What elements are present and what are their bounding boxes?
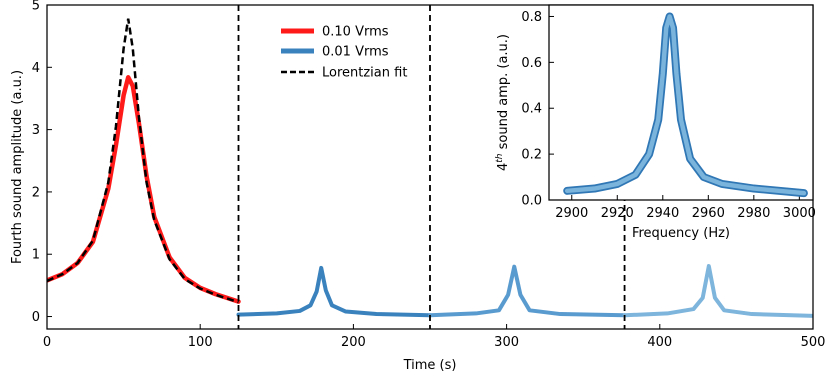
inset-x-tick-label: 2980 xyxy=(737,206,770,221)
y-axis-label: Fourth sound amplitude (a.u.) xyxy=(10,70,25,264)
series-line-0.01-vrms xyxy=(236,265,432,318)
inset-x-tick-label: 2900 xyxy=(555,206,588,221)
series-line-0.01-vrms xyxy=(622,264,813,318)
main-y-tick-label: 5 xyxy=(32,0,40,14)
legend-label: 0.10 Vrms xyxy=(322,25,389,40)
legend: 0.10 Vrms 0.01 Vrms Lorentzian fit xyxy=(281,25,407,81)
inset-y-axis-label: 4th sound amp. (a.u.) xyxy=(495,34,511,171)
inset-y-tick-label: 0.8 xyxy=(521,10,542,25)
main-y-tick-label: 2 xyxy=(32,185,40,200)
main-x-tick-label: 100 xyxy=(188,335,213,350)
series-line-0.10-vrms xyxy=(47,75,241,304)
inset-x-tick-label: 2940 xyxy=(646,206,679,221)
inset-x-tick-label: 2920 xyxy=(601,206,634,221)
main-plot: 0 100 200 300 400 500 0 1 2 3 4 5 Time (s) Fourth sou… xyxy=(10,0,825,373)
main-x-tick-label: 500 xyxy=(801,335,826,350)
legend-label: Lorentzian fit xyxy=(322,66,407,81)
legend-label: 0.01 Vrms xyxy=(322,45,389,60)
main-y-tick-label: 1 xyxy=(32,248,40,263)
main-x-tick-label: 200 xyxy=(341,335,366,350)
inset-x-axis-label: Frequency (Hz) xyxy=(632,226,730,241)
inset-axes-frame xyxy=(548,4,814,201)
inset-series-line xyxy=(564,14,807,196)
main-y-tick-label: 4 xyxy=(32,61,40,76)
main-x-tick-label: 300 xyxy=(494,335,519,350)
x-axis-label: Time (s) xyxy=(403,358,457,373)
series-line-lorentzian-fit xyxy=(47,18,239,304)
inset-y-tick-label: 0.6 xyxy=(521,56,542,71)
main-y-tick-label: 0 xyxy=(32,310,40,325)
main-plot-area xyxy=(47,18,813,318)
series-line-0.01-vrms xyxy=(428,264,627,318)
inset-y-tick-label: 0.0 xyxy=(521,194,542,209)
main-x-tick-label: 0 xyxy=(43,335,51,350)
inset-x-tick-label: 2960 xyxy=(692,206,725,221)
inset-y-tick-label: 0.2 xyxy=(521,148,542,163)
main-y-tick-label: 3 xyxy=(32,123,40,138)
inset-x-tick-label: 3000 xyxy=(783,206,816,221)
main-x-tick-label: 400 xyxy=(647,335,672,350)
inset-y-tick-label: 0.4 xyxy=(521,102,542,117)
inset-plot: 2900 2920 2940 2960 2980 3000 0.0 0.2 0.4 0.6 0.8 F… xyxy=(495,4,816,241)
